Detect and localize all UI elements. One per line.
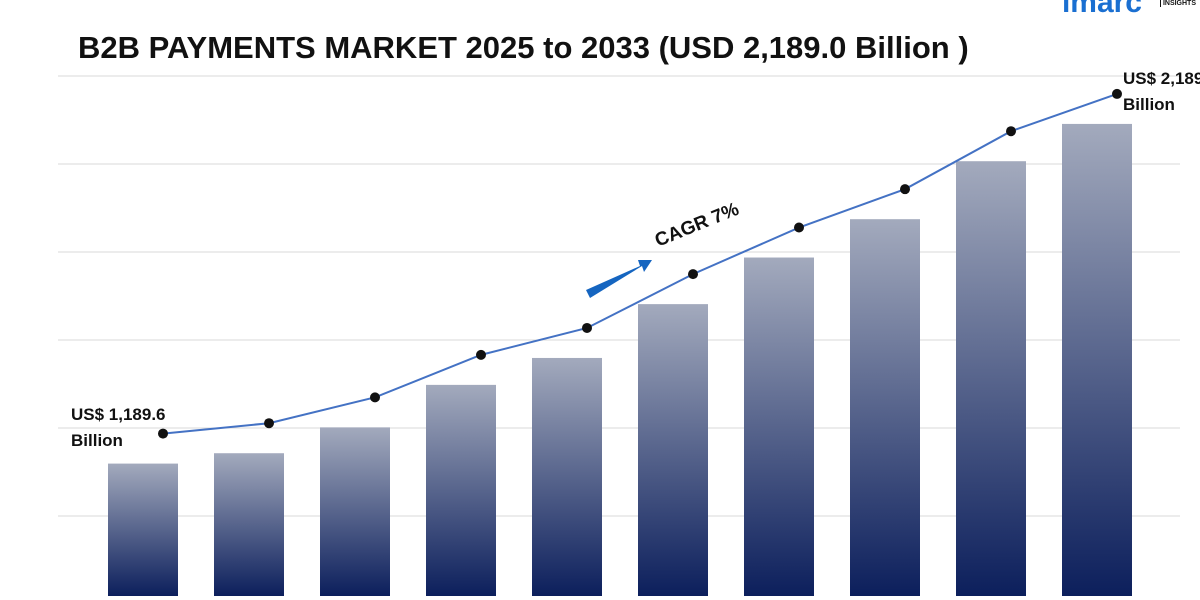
bar xyxy=(320,427,390,596)
logo: imarc xyxy=(1061,0,1142,19)
bar xyxy=(426,384,496,596)
trend-point xyxy=(1112,88,1122,99)
trend-point xyxy=(900,184,910,195)
bar xyxy=(744,257,814,596)
trend-point xyxy=(370,392,380,403)
trend-point xyxy=(794,222,804,233)
chart-title: B2B PAYMENTS MARKET 2025 to 2033 (USD 2,… xyxy=(78,30,969,65)
value-label: US$ 1,189.6 Billion xyxy=(71,404,166,450)
bar xyxy=(956,161,1026,596)
bar xyxy=(532,357,602,596)
bar xyxy=(214,453,284,596)
bar xyxy=(1062,123,1132,596)
trend-line xyxy=(162,92,1118,435)
value-label: US$ 2,189.0 Billion xyxy=(1123,68,1200,114)
trend xyxy=(158,88,1122,439)
trend-point xyxy=(264,418,274,429)
trend-point xyxy=(688,269,698,280)
bars xyxy=(108,123,1132,596)
bar xyxy=(108,463,178,596)
cagr-arrow xyxy=(586,260,652,298)
trend-point xyxy=(476,349,486,360)
trend-point xyxy=(158,428,168,439)
trend-point xyxy=(582,322,592,333)
bar xyxy=(850,219,920,596)
trend-point xyxy=(1006,126,1016,137)
bar xyxy=(638,304,708,596)
logo-tag: INSIGHTS xyxy=(1159,0,1196,7)
